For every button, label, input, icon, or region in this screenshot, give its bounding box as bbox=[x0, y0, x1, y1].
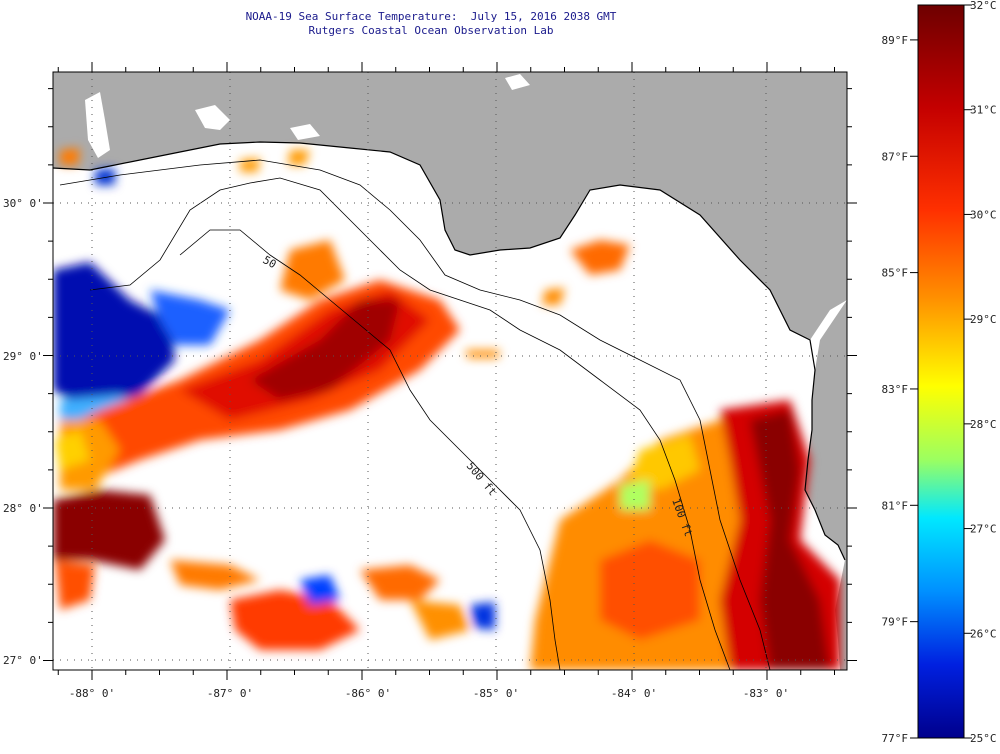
map-title: NOAA-19 Sea Surface Temperature: July 15… bbox=[245, 10, 617, 23]
celsius-label: 29°C bbox=[970, 313, 997, 326]
celsius-label: 28°C bbox=[970, 418, 997, 431]
celsius-label: 30°C bbox=[970, 208, 997, 221]
lon-label: -83° 0' bbox=[743, 687, 789, 700]
fahrenheit-label: 85°F bbox=[882, 267, 909, 280]
celsius-label: 32°C bbox=[970, 0, 997, 12]
title-block: NOAA-19 Sea Surface Temperature: July 15… bbox=[0, 10, 862, 38]
colorbar bbox=[917, 4, 965, 739]
colorbar-celsius-labels: 32°C 31°C 30°C 29°C 28°C 27°C 26°C 25°C bbox=[970, 0, 997, 745]
colorbar-ticks bbox=[910, 4, 972, 739]
celsius-label: 26°C bbox=[970, 627, 997, 640]
celsius-label: 27°C bbox=[970, 523, 997, 536]
lat-label: 27° 0' bbox=[3, 654, 43, 667]
map-frame bbox=[52, 71, 848, 671]
map-subtitle: Rutgers Coastal Ocean Observation Lab bbox=[308, 24, 554, 37]
land-mobile-bay-peninsula bbox=[85, 92, 110, 158]
lat-label: 28° 0' bbox=[3, 502, 43, 515]
land-florida-peninsula bbox=[805, 300, 847, 670]
longitude-labels: -88° 0' -87° 0' -86° 0' -85° 0' -84° 0' … bbox=[69, 687, 789, 700]
lon-label: -87° 0' bbox=[207, 687, 253, 700]
lon-label: -84° 0' bbox=[611, 687, 657, 700]
isobath-label-50: 50 bbox=[261, 253, 279, 271]
fahrenheit-label: 81°F bbox=[882, 499, 909, 512]
celsius-label: 31°C bbox=[970, 104, 997, 117]
fahrenheit-label: 83°F bbox=[882, 383, 909, 396]
colorbar-fahrenheit-labels: 89°F 87°F 85°F 83°F 81°F 79°F 77°F bbox=[882, 34, 909, 745]
land-northern-gulf-coast bbox=[53, 72, 847, 340]
isobath-shallow bbox=[59, 159, 771, 670]
lat-label: 30° 0' bbox=[3, 197, 43, 210]
fahrenheit-label: 87°F bbox=[882, 150, 909, 163]
fahrenheit-label: 89°F bbox=[882, 34, 909, 47]
isobath-500ft bbox=[179, 229, 561, 670]
lon-label: -86° 0' bbox=[345, 687, 391, 700]
axis-ticks bbox=[43, 62, 857, 680]
fahrenheit-label: 79°F bbox=[882, 616, 909, 629]
fahrenheit-label: 77°F bbox=[882, 732, 909, 745]
sst-field bbox=[53, 148, 840, 670]
celsius-label: 25°C bbox=[970, 732, 997, 745]
isobath-100ft bbox=[89, 177, 731, 670]
latitude-labels: 30° 0' 29° 0' 28° 0' 27° 0' bbox=[3, 197, 43, 667]
lon-label: -88° 0' bbox=[69, 687, 115, 700]
lon-label: -85° 0' bbox=[473, 687, 519, 700]
lat-label: 29° 0' bbox=[3, 350, 43, 363]
coastline bbox=[53, 141, 846, 561]
